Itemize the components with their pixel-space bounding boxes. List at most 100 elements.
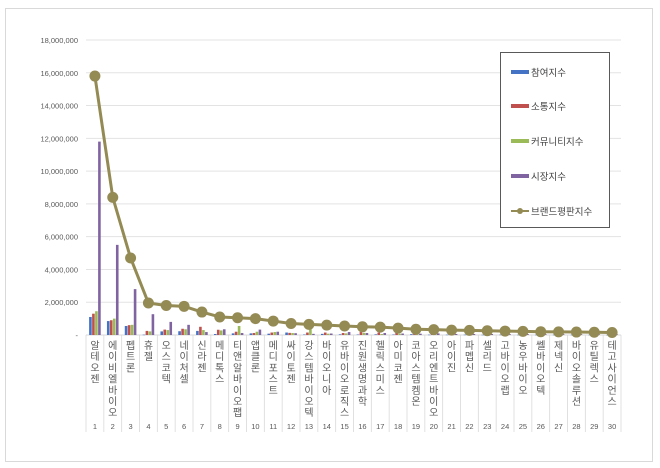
bar [205, 332, 208, 335]
line-marker [570, 326, 582, 338]
bar [115, 244, 119, 335]
bar [98, 141, 101, 335]
x-category-label: 바 [340, 351, 349, 363]
line-marker [463, 324, 475, 336]
bar [219, 330, 223, 335]
bar [416, 334, 419, 335]
bar [463, 334, 467, 336]
bar [320, 333, 324, 335]
x-category-label: 신 [197, 340, 206, 352]
bar [534, 334, 538, 336]
x-rank-label: 16 [358, 422, 366, 431]
line-marker [446, 324, 458, 336]
x-category-label: 이 [108, 351, 117, 363]
bar [329, 333, 333, 335]
x-category-label: 미 [393, 351, 402, 363]
x-category-label: 쎌 [536, 340, 545, 352]
legend-label: 브랜드평판지수 [531, 207, 593, 218]
x-category-label: 처 [179, 362, 188, 374]
x-rank-label: 1 [93, 422, 97, 431]
bar [249, 333, 253, 335]
legend-item-market: 시장지수 [511, 169, 566, 183]
x-category-label: 코 [411, 341, 420, 352]
x-category-label: 오 [90, 363, 99, 374]
x-category-label: 셀 [179, 374, 188, 386]
x-category-label: 렉 [590, 362, 599, 374]
x-rank-label: 12 [287, 422, 295, 431]
x-category-label: 비 [108, 362, 117, 374]
bar [178, 331, 181, 335]
bar [267, 333, 271, 335]
bar [436, 333, 440, 335]
line-marker [142, 297, 154, 309]
x-rank-label: 8 [218, 422, 222, 431]
x-category-label: 오 [108, 408, 117, 419]
bar [356, 334, 360, 336]
bar [294, 333, 297, 335]
line-marker [214, 311, 226, 323]
bar [213, 334, 217, 335]
bar [499, 334, 502, 336]
x-category-label: 헬 [376, 340, 385, 352]
bar [419, 333, 422, 335]
x-category-label: 농 [518, 340, 527, 352]
x-category-label: 클 [251, 351, 260, 363]
x-category-label: 스 [376, 362, 385, 374]
x-category-label: 진 [447, 362, 456, 374]
y-tick-label: 4,000,000 [45, 265, 78, 274]
x-category-label: 아 [447, 340, 456, 352]
line-marker [267, 315, 279, 327]
bar [273, 332, 277, 335]
line-marker [178, 300, 190, 312]
x-category-label: 오 [304, 397, 313, 408]
x-category-label: 디 [269, 351, 278, 363]
blue-bar-swatch-icon [511, 70, 529, 74]
line-marker [481, 325, 493, 337]
x-category-label: 니 [322, 374, 331, 386]
x-category-label: 이 [108, 396, 117, 408]
x-rank-label: 6 [182, 422, 186, 431]
x-rank-label: 3 [128, 422, 132, 431]
x-category-label: 아 [322, 385, 331, 397]
x-category-label: 이 [518, 374, 527, 386]
x-category-label: 팹 [233, 407, 242, 419]
x-category-label: 알 [233, 362, 242, 374]
bar [92, 313, 95, 335]
bar [392, 334, 395, 336]
x-category-label: 이 [322, 351, 331, 363]
bar [276, 331, 280, 335]
y-tick-label: - [76, 331, 79, 340]
x-category-label: 사 [607, 362, 616, 374]
bar [106, 321, 110, 335]
bar [216, 329, 220, 335]
x-category-label: 템 [304, 362, 313, 374]
x-category-label: 넥 [554, 351, 563, 363]
x-category-label: 젠 [393, 374, 402, 386]
chart-legend: 참여지수 소통지수 커뮤니티지수 시장지수 브랜드평판지수 [500, 52, 610, 228]
x-category-label: 오 [572, 363, 581, 374]
bar [124, 325, 128, 335]
bar [145, 330, 149, 335]
bar [454, 334, 458, 335]
line-marker [535, 326, 547, 338]
bar [187, 324, 190, 335]
x-category-label: 오 [340, 375, 349, 386]
x-category-label: 엔 [429, 362, 438, 374]
bar [231, 333, 235, 335]
x-rank-label: 30 [608, 422, 616, 431]
x-rank-label: 17 [376, 422, 384, 431]
bar [362, 332, 366, 335]
x-category-label: 메 [215, 340, 224, 352]
bar [148, 331, 152, 335]
x-category-label: 젤 [144, 351, 153, 363]
x-category-label: 젠 [286, 374, 295, 386]
bar [291, 333, 294, 335]
x-category-label: 켐 [411, 385, 420, 397]
x-category-label: 오 [518, 386, 527, 397]
x-category-label: 유 [340, 340, 349, 352]
x-rank-label: 24 [501, 422, 509, 431]
bar [109, 320, 113, 335]
bar [395, 333, 398, 335]
x-category-label: 로 [340, 386, 349, 397]
line-marker [428, 324, 440, 336]
